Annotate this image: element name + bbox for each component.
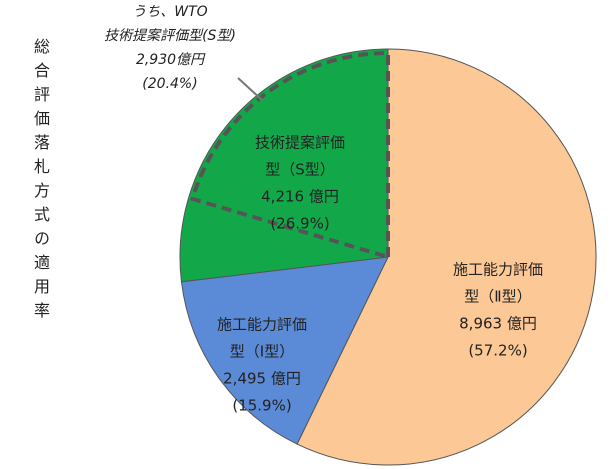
slice-label: 8,963 億円	[459, 315, 537, 333]
slice-label: 施工能力評価	[453, 261, 543, 279]
subset-label: 技術提案評価型(S型)	[104, 28, 236, 44]
slice-label: 2,495 億円	[223, 370, 301, 388]
slice-label: 4,216 億円	[261, 188, 339, 206]
slice-label: (57.2%)	[468, 342, 527, 360]
subset-outline	[189, 50, 390, 260]
pie-slice	[180, 256, 389, 445]
slice-label: 型（Ⅰ型）	[230, 343, 294, 361]
leader-line	[237, 77, 263, 101]
slice-label: 型（Ⅱ型）	[464, 288, 531, 306]
pie-slice	[179, 48, 389, 283]
subset-label: 2,930億円	[136, 52, 206, 68]
slice-label: 型（S型）	[265, 161, 335, 179]
y-axis-label: 総合評価落札方式の適用率	[31, 38, 50, 326]
slice-label: (26.9%)	[270, 215, 329, 233]
slice-label: 技術提案評価	[255, 134, 345, 152]
slice-label: 施工能力評価	[217, 316, 307, 334]
pie-slice	[296, 48, 597, 466]
subset-label: (20.4%)	[142, 76, 197, 92]
subset-label: うち、WTO	[132, 4, 207, 20]
slice-label: (15.9%)	[232, 397, 291, 415]
